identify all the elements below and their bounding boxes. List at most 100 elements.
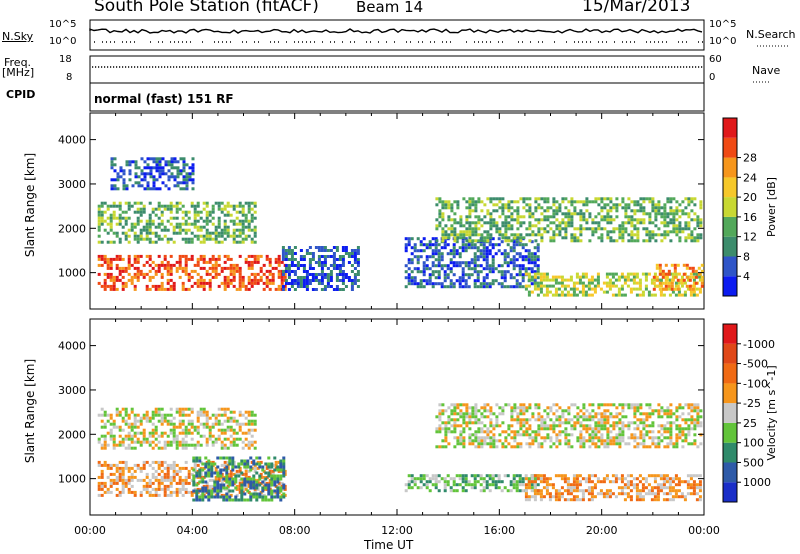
velocity-cell — [627, 403, 631, 407]
power-cell — [190, 257, 194, 261]
power-cell — [250, 272, 254, 276]
velocity-cell — [184, 481, 188, 485]
power-cell — [537, 233, 541, 237]
power-cell — [536, 246, 540, 250]
power-cell — [152, 157, 156, 161]
velocity-cell — [258, 483, 262, 487]
power-cell — [214, 269, 218, 273]
velocity-cell — [205, 425, 209, 429]
power-cell — [512, 264, 516, 268]
power-cell — [473, 261, 477, 265]
velocity-cell — [521, 480, 525, 484]
power-cell — [461, 285, 465, 289]
velocity-cell — [232, 410, 236, 414]
power-cell — [664, 287, 668, 291]
power-cell — [443, 243, 447, 247]
power-cell — [434, 258, 438, 262]
power-cell — [329, 273, 333, 276]
velocity-cell — [208, 487, 212, 491]
power-cell — [597, 212, 601, 216]
velocity-cell — [112, 478, 116, 482]
velocity-cell — [202, 484, 206, 488]
velocity-cell — [669, 409, 673, 413]
power-cell — [214, 275, 218, 279]
velocity-cell — [196, 443, 200, 447]
velocity-cell — [563, 474, 567, 478]
power-cell — [205, 272, 209, 276]
power-cell — [581, 281, 585, 285]
power-cell — [536, 264, 540, 268]
power-cell — [655, 275, 659, 279]
velocity-cell — [172, 460, 176, 464]
power-cell — [545, 293, 549, 297]
power-cell — [143, 178, 147, 182]
power-cell — [109, 213, 113, 217]
power-cell — [265, 278, 269, 282]
velocity-cell — [572, 498, 576, 502]
power-cell — [169, 254, 173, 258]
power-cell — [627, 221, 631, 225]
power-cell — [110, 160, 114, 164]
power-cell — [268, 257, 272, 261]
power-cell — [148, 263, 152, 267]
power-cell — [419, 243, 423, 247]
power-cell — [533, 281, 537, 285]
velocity-cell — [686, 483, 690, 487]
power-cell — [684, 221, 688, 225]
velocity-cell — [693, 403, 697, 407]
power-cell — [143, 187, 147, 191]
power-cell — [447, 233, 451, 237]
power-cell — [157, 204, 161, 208]
power-cell — [299, 249, 303, 252]
velocity-cell — [630, 436, 634, 440]
power-cell — [152, 166, 156, 170]
velocity-cell — [534, 418, 538, 422]
power-cell — [338, 264, 342, 267]
velocity-cell — [118, 443, 122, 447]
power-cell — [569, 293, 573, 297]
velocity-cell — [169, 463, 173, 467]
velocity-cell — [656, 474, 660, 478]
velocity-cell — [696, 418, 700, 422]
power-cell — [453, 233, 457, 237]
power-cell — [410, 279, 414, 283]
velocity-cell — [207, 495, 211, 499]
power-cell — [672, 209, 676, 213]
velocity-cell — [477, 445, 481, 449]
velocity-cell — [675, 433, 679, 437]
power-cell — [133, 231, 137, 235]
power-cell — [103, 219, 107, 223]
power-cell — [356, 252, 360, 255]
power-cell — [181, 216, 185, 220]
velocity-cell — [609, 439, 613, 443]
power-cell — [606, 209, 610, 213]
power-cell — [539, 287, 543, 291]
velocity-cell — [681, 430, 685, 434]
power-cell — [674, 281, 678, 285]
power-cell — [184, 228, 188, 232]
velocity-cell — [467, 483, 471, 487]
power-cell — [516, 209, 520, 213]
velocity-cell — [276, 492, 280, 496]
power-cell — [284, 258, 288, 261]
power-cell — [545, 272, 549, 276]
power-cell — [238, 219, 242, 223]
power-cell — [648, 230, 652, 234]
velocity-cell — [250, 419, 254, 423]
velocity-cell — [244, 475, 248, 479]
power-cell — [551, 293, 555, 297]
power-cell — [512, 267, 516, 271]
velocity-cell — [576, 421, 580, 425]
power-cell — [438, 221, 442, 225]
power-cell — [687, 200, 691, 204]
power-cell — [680, 293, 684, 297]
velocity-cell — [635, 495, 639, 499]
power-cell — [658, 263, 662, 267]
velocity-cell — [279, 462, 283, 466]
power-cell — [133, 284, 137, 288]
velocity-cell — [543, 418, 547, 422]
power-cell — [536, 270, 540, 274]
velocity-cell — [226, 446, 230, 450]
velocity-cell — [540, 418, 544, 422]
velocity-cell — [172, 463, 176, 467]
